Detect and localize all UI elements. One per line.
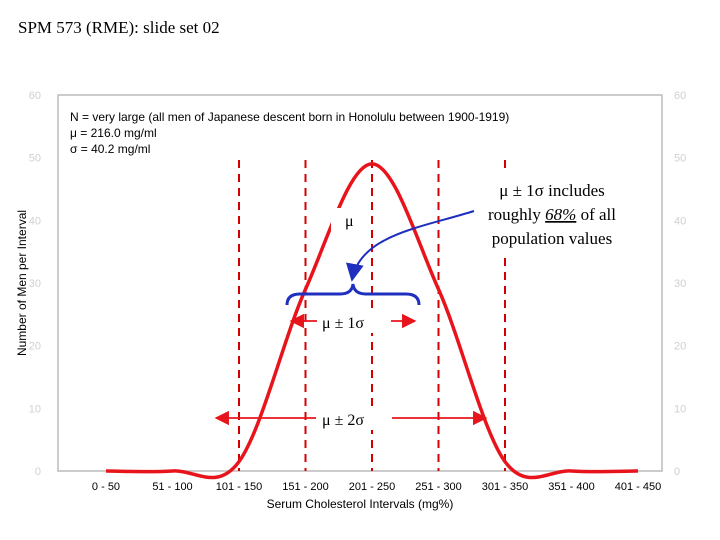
mu1-label-box — [317, 311, 391, 333]
callout-line-2: roughly 68% of all — [488, 205, 616, 224]
y-tick-label-left: 0 — [35, 466, 41, 478]
y-tick-label-left: 40 — [29, 215, 41, 227]
plot-frame — [57, 94, 663, 472]
x-tick-label: 401 - 450 — [615, 481, 661, 493]
x-tick-label: 351 - 400 — [548, 481, 594, 493]
x-tick-label: 251 - 300 — [415, 481, 461, 493]
y-tick-label-right: 20 — [674, 341, 686, 353]
x-ticks: 0 - 50 51 - 100 101 - 150 151 - 200 201 - 25… — [92, 481, 661, 493]
x-tick-label: 101 - 150 — [216, 481, 262, 493]
x-tick-label: 151 - 200 — [282, 481, 328, 493]
slide-title: SPM 573 (RME): slide set 02 — [18, 18, 220, 37]
distribution-curve — [105, 162, 639, 480]
y-tick-label-right: 40 — [674, 215, 686, 227]
y-tick-label-right: 50 — [674, 153, 686, 165]
mu2-label: μ ± 2σ — [322, 412, 364, 429]
callout-pct: 68% — [545, 205, 576, 224]
y-tick-label-right: 30 — [674, 278, 686, 290]
x-axis-label: Serum Cholesterol Intervals (mg%) — [267, 497, 454, 511]
y-tick-label-left: 50 — [29, 153, 41, 165]
x-tick-label: 301 - 350 — [482, 481, 528, 493]
info-line-2: μ = 216.0 mg/ml — [70, 126, 157, 140]
mu1-label: μ ± 1σ — [322, 315, 364, 332]
y-tick-label-left: 20 — [29, 341, 41, 353]
mu-label-box — [331, 208, 371, 232]
info-line-1: N = very large (all men of Japanese desc… — [70, 110, 509, 124]
info-line-3: σ = 40.2 mg/ml — [70, 142, 150, 156]
y-ticks-right: 0 10 20 30 40 50 60 — [674, 90, 686, 478]
y-tick-label-right: 0 — [674, 466, 680, 478]
mu2-label-box — [316, 406, 392, 430]
one-sigma-brace — [285, 283, 421, 306]
y-axis-label: Number of Men per Interval — [15, 210, 29, 356]
x-tick-label: 201 - 250 — [349, 481, 395, 493]
x-tick-label: 51 - 100 — [152, 481, 192, 493]
callout-arrow — [345, 210, 475, 282]
y-tick-label-left: 10 — [29, 403, 41, 415]
y-tick-label-left: 30 — [29, 278, 41, 290]
callout-box — [466, 174, 640, 256]
mu-label: μ — [345, 213, 354, 230]
callout-line-1: μ ± 1σ includes — [499, 181, 605, 200]
y-ticks-left: 0 10 20 30 40 50 60 — [29, 90, 41, 478]
y-tick-label-right: 10 — [674, 403, 686, 415]
y-tick-label-left: 60 — [29, 90, 41, 102]
x-tick-label: 0 - 50 — [92, 481, 120, 493]
y-tick-label-right: 60 — [674, 90, 686, 102]
callout-line-3: population values — [492, 229, 612, 248]
